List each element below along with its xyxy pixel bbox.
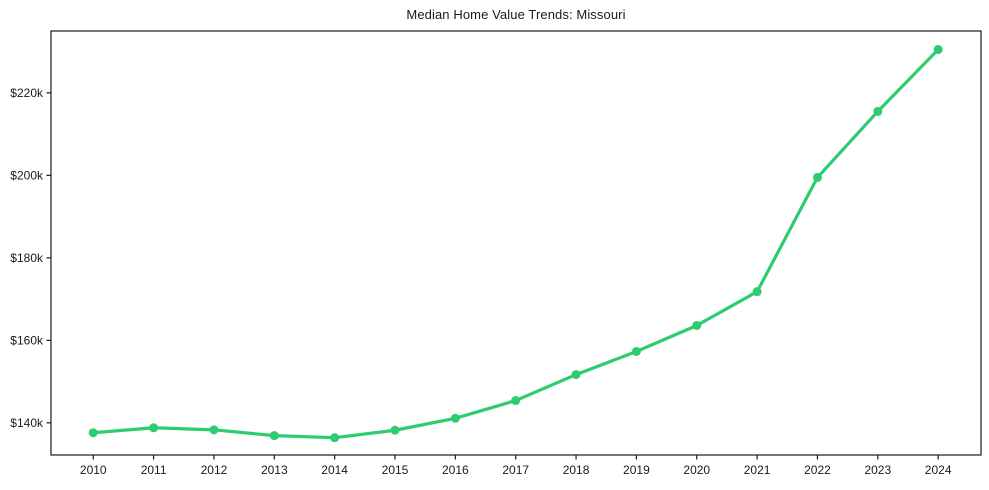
y-tick-label: $140k bbox=[10, 416, 44, 430]
x-tick-label: 2023 bbox=[864, 463, 891, 477]
data-point-marker bbox=[88, 428, 98, 438]
y-tick-label: $180k bbox=[10, 251, 44, 265]
x-tick-label: 2017 bbox=[502, 463, 529, 477]
data-point-marker bbox=[752, 287, 762, 297]
y-tick-label: $220k bbox=[10, 86, 44, 100]
x-tick-label: 2022 bbox=[804, 463, 831, 477]
data-point-marker bbox=[390, 425, 400, 435]
y-tick-label: $160k bbox=[10, 333, 44, 347]
x-tick-label: 2019 bbox=[623, 463, 650, 477]
data-point-marker bbox=[330, 433, 340, 443]
data-point-marker bbox=[209, 425, 219, 435]
y-tick-label: $200k bbox=[10, 168, 44, 182]
x-tick-label: 2011 bbox=[141, 463, 167, 477]
x-tick-label: 2016 bbox=[442, 463, 469, 477]
x-tick-label: 2015 bbox=[382, 463, 409, 477]
x-tick-label: 2010 bbox=[80, 463, 107, 477]
x-tick-label: 2020 bbox=[683, 463, 710, 477]
x-tick-label: 2018 bbox=[563, 463, 590, 477]
data-point-marker bbox=[450, 413, 460, 423]
chart-title: Median Home Value Trends: Missouri bbox=[406, 7, 626, 22]
data-point-marker bbox=[692, 320, 702, 330]
axes-frame bbox=[50, 30, 982, 456]
data-point-marker bbox=[511, 396, 521, 406]
data-point-marker bbox=[149, 423, 159, 433]
data-point-marker bbox=[631, 346, 641, 356]
data-point-marker bbox=[933, 45, 943, 55]
x-tick-label: 2013 bbox=[261, 463, 288, 477]
data-point-marker bbox=[269, 431, 279, 441]
x-tick-label: 2024 bbox=[925, 463, 952, 477]
series-line bbox=[91, 47, 940, 440]
x-tick-label: 2012 bbox=[201, 463, 228, 477]
x-tick-label: 2021 bbox=[744, 463, 771, 477]
data-point-marker bbox=[873, 106, 883, 116]
x-tick-label: 2014 bbox=[321, 463, 348, 477]
data-point-marker bbox=[571, 370, 581, 380]
data-point-marker bbox=[812, 172, 822, 182]
